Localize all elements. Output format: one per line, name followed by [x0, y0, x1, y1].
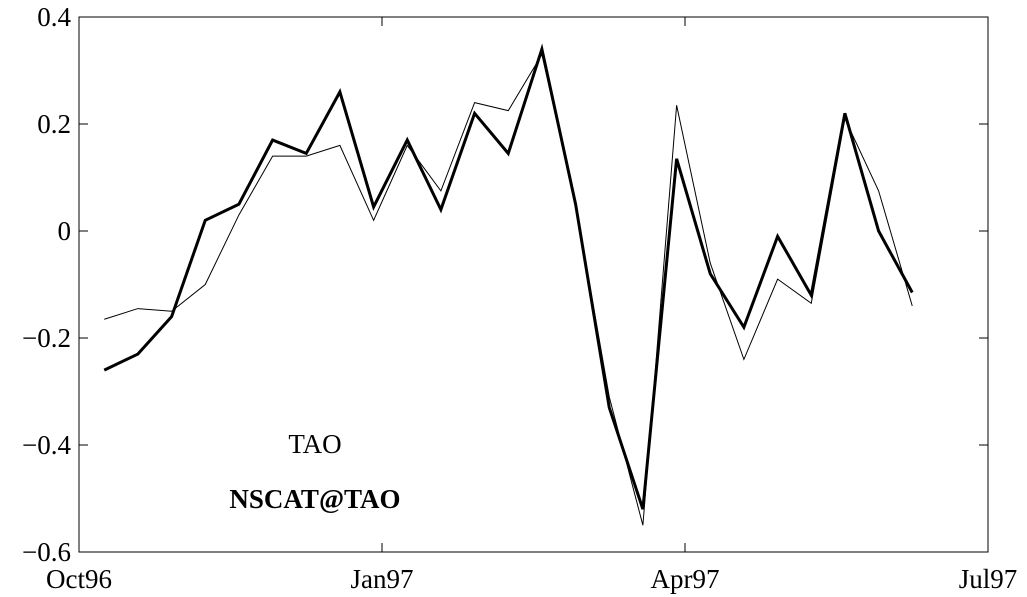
x-tick-label: Apr97: [651, 564, 720, 594]
y-tick-label: 0: [58, 216, 72, 246]
plot-frame: [78, 16, 989, 553]
x-tick-label: Jul97: [959, 564, 1018, 594]
series-line: [104, 53, 913, 526]
x-tick-label: Jan97: [351, 564, 414, 594]
y-tick-label: −0.2: [22, 323, 71, 353]
y-tick-label: −0.6: [22, 537, 71, 567]
legend-entry: TAO: [288, 429, 341, 459]
x-tick-label: Oct96: [46, 564, 112, 594]
y-tick-label: −0.4: [22, 430, 71, 460]
series-line: [103, 43, 914, 510]
y-tick-label: 0.2: [37, 109, 71, 139]
legend-entry: NSCAT@TAO: [229, 484, 400, 514]
y-tick-label: 0.4: [37, 2, 71, 32]
